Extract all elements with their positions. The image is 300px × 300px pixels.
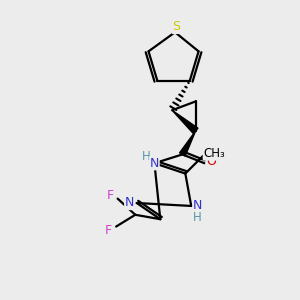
Text: H: H [193,211,202,224]
Text: CH₃: CH₃ [203,147,225,160]
Text: N: N [193,200,202,212]
Polygon shape [172,110,198,134]
Text: O: O [206,155,216,168]
Text: F: F [105,224,112,237]
Text: N: N [125,196,134,209]
Text: F: F [107,189,114,202]
Polygon shape [180,131,196,156]
Text: S: S [172,20,181,33]
Text: N: N [150,157,159,170]
Text: H: H [142,150,151,163]
